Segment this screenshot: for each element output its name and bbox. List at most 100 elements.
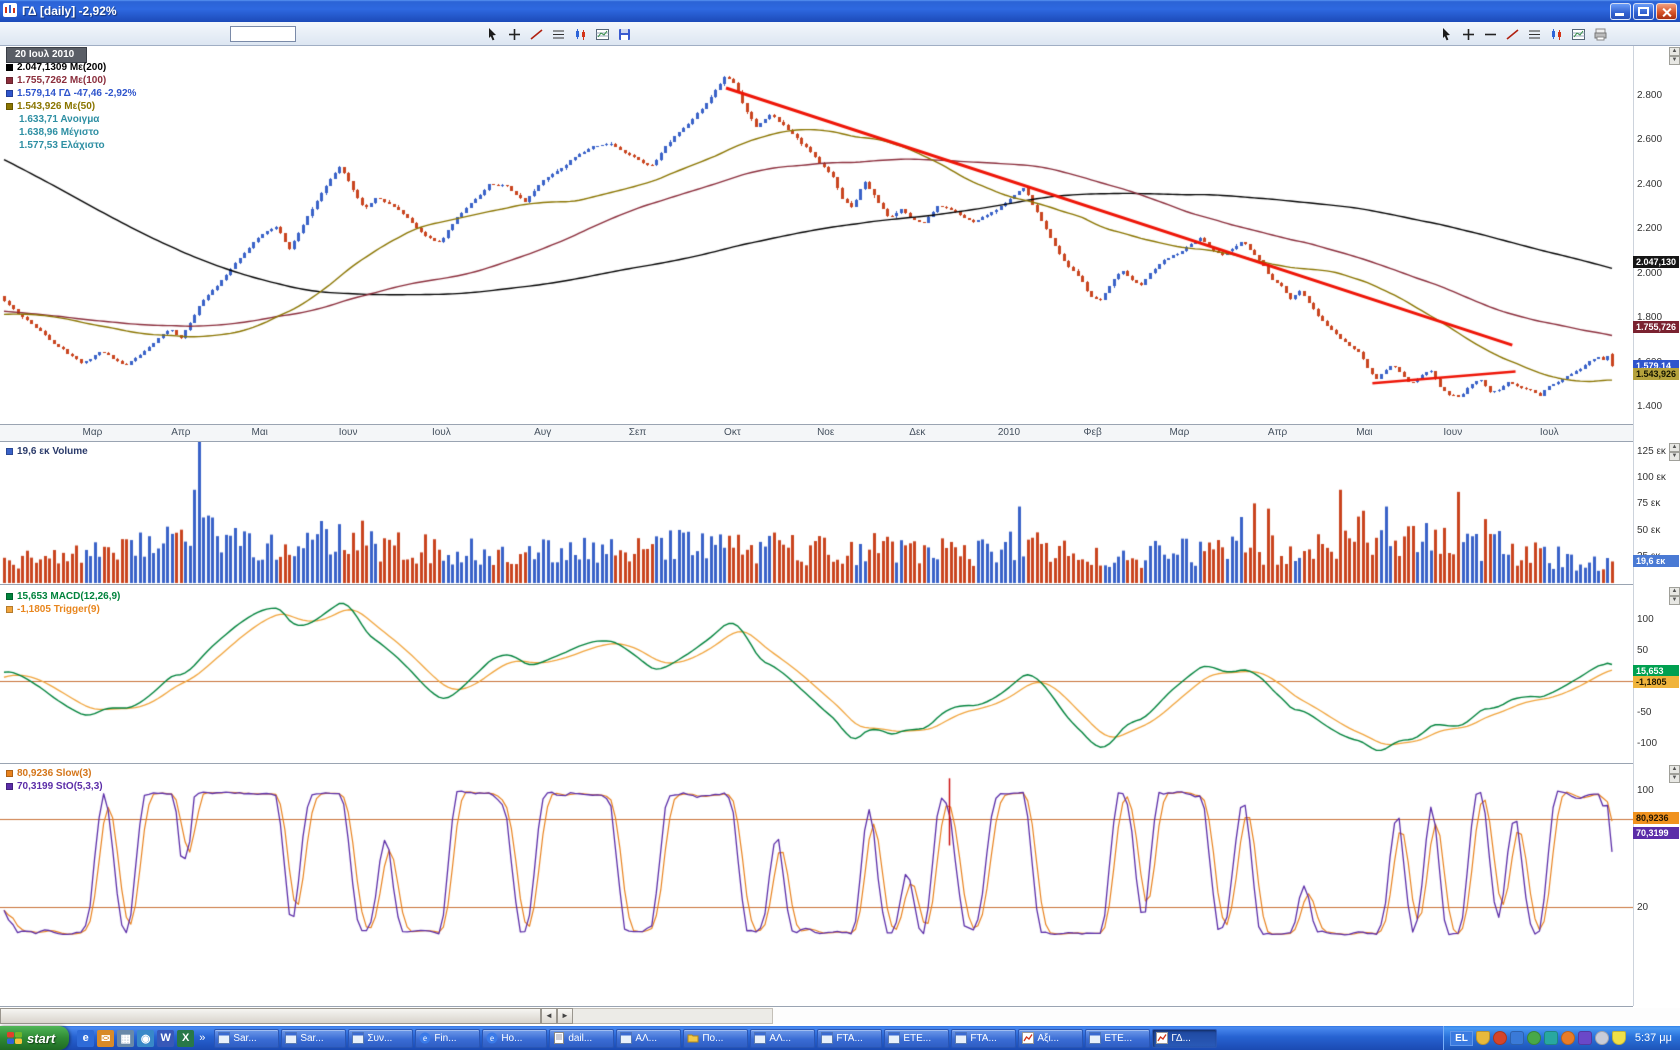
macd-axis-label: -50 (1637, 707, 1652, 718)
tray-app1-icon[interactable] (1577, 1031, 1592, 1045)
volume-axis-label: 125 εκ (1637, 446, 1666, 457)
system-tray: EL 5:37 μμ (1443, 1026, 1680, 1050)
panel-divider (0, 584, 1633, 585)
close-button[interactable] (1656, 2, 1677, 20)
scroll-up-button[interactable]: ▲ (1669, 765, 1680, 774)
quicklaunch-media-icon[interactable]: ◉ (137, 1029, 155, 1047)
symbol-input[interactable] (230, 26, 296, 42)
language-indicator[interactable]: EL (1450, 1030, 1473, 1046)
pointer-icon[interactable] (483, 25, 502, 43)
scrollbar-track[interactable] (573, 1008, 773, 1024)
grid-chart-icon[interactable] (1569, 25, 1588, 43)
task-button[interactable]: Συν... (348, 1028, 414, 1048)
legend-label: 1.638,96 Μέγιστο (19, 127, 100, 138)
quicklaunch-excel-icon[interactable]: X (177, 1029, 195, 1047)
task-button[interactable]: FTA... (817, 1028, 883, 1048)
scroll-up-button[interactable]: ▲ (1669, 47, 1680, 56)
scroll-up-button[interactable]: ▲ (1669, 443, 1680, 452)
task-button[interactable]: e Fin... (415, 1028, 481, 1048)
legend-label: 1.579,14 ΓΔ -47,46 -2,92% (17, 88, 137, 99)
lines-icon[interactable] (1525, 25, 1544, 43)
task-button[interactable]: Αξι... (1018, 1028, 1084, 1048)
scroll-left-button[interactable]: ◄ (541, 1008, 557, 1024)
lines-icon[interactable] (549, 25, 568, 43)
macd-legend-marker (6, 593, 13, 600)
print-icon[interactable] (1591, 25, 1610, 43)
month-label: Απρ (1267, 427, 1288, 438)
maximize-button[interactable] (1633, 2, 1654, 20)
task-button[interactable]: Πο... (683, 1028, 749, 1048)
panel-divider (0, 1006, 1633, 1007)
minus-icon[interactable] (1481, 25, 1500, 43)
minimize-button[interactable] (1610, 2, 1631, 20)
slash-icon[interactable] (527, 25, 546, 43)
tray-shield2-icon[interactable] (1611, 1031, 1626, 1045)
candle-chart-icon[interactable] (571, 25, 590, 43)
tray-app2-icon[interactable] (1594, 1031, 1609, 1045)
volume-badge: 19,6 εκ (1633, 555, 1679, 568)
stochastic-badge: 80,9236 (1633, 811, 1679, 824)
quicklaunch-expand-icon[interactable]: » (199, 1032, 206, 1044)
tray-messenger-icon[interactable] (1543, 1031, 1558, 1045)
save-icon[interactable] (615, 25, 634, 43)
tray-network-icon[interactable] (1509, 1031, 1524, 1045)
task-button[interactable]: ΑΛ... (750, 1028, 816, 1048)
plus-icon[interactable] (505, 25, 524, 43)
month-label: Ιουλ (431, 427, 451, 438)
tray-security-icon[interactable] (1475, 1031, 1490, 1045)
slash-icon[interactable] (1503, 25, 1522, 43)
task-button[interactable]: Sar... (214, 1028, 280, 1048)
stochastic-badge: 70,3199 (1633, 827, 1679, 840)
chart-area: Μαρ Απρ Μαι Ιουν Ιουλ Αυγ Σεπ Οκτ Νοε Δεκ 2010 Φεβ Μ… (0, 46, 1680, 1026)
price-axis-label: 1.400 (1637, 401, 1663, 413)
quicklaunch-ie-icon[interactable]: e (77, 1029, 95, 1047)
scrollbar-thumb[interactable] (0, 1008, 541, 1024)
macd-badge: 15,653 (1633, 665, 1679, 678)
volume-chart-canvas[interactable] (0, 442, 1633, 584)
scroll-right-button[interactable]: ► (557, 1008, 573, 1024)
month-label: Μαρ (1169, 427, 1190, 438)
quicklaunch-word-icon[interactable]: W (157, 1029, 175, 1047)
scroll-up-button[interactable]: ▲ (1669, 587, 1680, 596)
tray-volume-icon[interactable] (1560, 1031, 1575, 1045)
task-button[interactable]: Sar... (281, 1028, 347, 1048)
plus-icon[interactable] (1459, 25, 1478, 43)
task-button[interactable]: ΕΤΕ... (884, 1028, 950, 1048)
legend-label: 1.633,71 Ανοιγμα (19, 114, 100, 125)
app-icon[interactable] (3, 2, 17, 20)
stochastic-legend-label: 70,3199 StO(5,3,3) (17, 781, 103, 792)
stochastic-chart-canvas[interactable] (0, 764, 1633, 1006)
price-chart-canvas[interactable] (0, 46, 1633, 424)
task-button[interactable]: dail... (549, 1028, 615, 1048)
stochastic-axis-label: 100 (1637, 785, 1654, 796)
quicklaunch-desktop-icon[interactable]: ▦ (117, 1029, 135, 1047)
horizontal-scrollbar: ◄ ► (0, 1008, 1680, 1024)
candle-chart-icon[interactable] (1547, 25, 1566, 43)
task-button[interactable]: FTA... (951, 1028, 1017, 1048)
grid-chart-icon[interactable] (593, 25, 612, 43)
tray-alert-icon[interactable] (1492, 1031, 1507, 1045)
scroll-down-button[interactable]: ▼ (1669, 596, 1680, 605)
legend-label: 2.047,1309 Mε(200) (17, 62, 107, 73)
task-button[interactable]: ΑΛ... (616, 1028, 682, 1048)
price-axis-label: 2.600 (1637, 134, 1663, 146)
price-badge: 1.543,926 (1633, 368, 1679, 381)
scroll-down-button[interactable]: ▼ (1669, 56, 1680, 65)
task-button[interactable]: ΕΤΕ... (1085, 1028, 1151, 1048)
legend-marker (6, 77, 13, 84)
scroll-down-button[interactable]: ▼ (1669, 774, 1680, 783)
quicklaunch-mail-icon[interactable]: ✉ (97, 1029, 115, 1047)
scroll-down-button[interactable]: ▼ (1669, 452, 1680, 461)
macd-axis-label: -100 (1637, 738, 1658, 749)
start-button[interactable]: start (0, 1026, 70, 1050)
volume-legend-label: 19,6 εκ Volume (17, 446, 88, 457)
month-label: Αυγ (534, 427, 552, 438)
task-button[interactable]: ΓΔ... (1152, 1028, 1218, 1048)
tray-update-icon[interactable] (1526, 1031, 1541, 1045)
macd-chart-canvas[interactable] (0, 586, 1633, 762)
macd-trigger-legend-label: -1,1805 Trigger(9) (17, 604, 100, 615)
price-axis-label: 2.800 (1637, 89, 1663, 101)
taskbar-clock[interactable]: 5:37 μμ (1634, 1032, 1672, 1044)
pointer-icon[interactable] (1437, 25, 1456, 43)
task-button[interactable]: e Ho... (482, 1028, 548, 1048)
